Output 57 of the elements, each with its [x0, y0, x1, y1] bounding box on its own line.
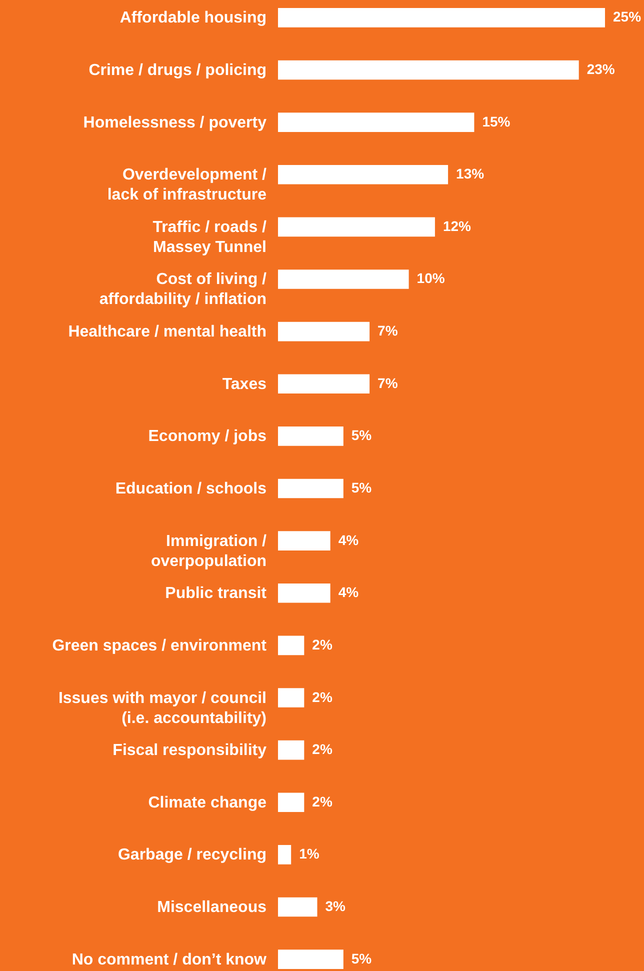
bar: [278, 897, 318, 917]
y-tick-label: Healthcare / mental health: [68, 324, 266, 341]
bar: [278, 112, 474, 132]
bar: [278, 845, 292, 864]
y-tick-label: Taxes: [222, 376, 267, 393]
bar: [278, 478, 344, 498]
bar: [278, 374, 370, 394]
data-label: 2%: [312, 741, 333, 758]
data-label: 5%: [351, 427, 372, 444]
data-label: 2%: [312, 688, 333, 705]
data-label: 23%: [586, 60, 616, 77]
y-tick-label: Economy / jobs: [148, 428, 267, 446]
data-label: 4%: [338, 584, 360, 600]
bar: [278, 322, 370, 342]
bar: [278, 740, 304, 760]
data-label: 5%: [351, 480, 372, 496]
y-tick-label: Crime / drugs / policing: [88, 62, 266, 79]
y-tick-label: Education / schools: [115, 480, 267, 498]
bar: [278, 60, 579, 80]
bar: [278, 792, 304, 812]
y-tick-label: No comment / don’t know: [72, 951, 268, 968]
bar: [278, 950, 344, 969]
data-label: 10%: [416, 270, 446, 286]
data-label: 1%: [299, 846, 320, 862]
bar: [278, 531, 330, 550]
data-label: 7%: [378, 374, 398, 391]
y-tick-label: Garbage / recycling: [118, 846, 266, 864]
data-label: 2%: [312, 636, 333, 652]
data-label: 15%: [482, 113, 511, 130]
y-tick-label: Overdevelopment / lack of infrastructure: [107, 166, 268, 204]
y-tick-label: Immigration / overpopulation: [150, 532, 268, 570]
y-tick-label: Fiscal responsibility: [112, 742, 267, 760]
y-tick-label: Affordable housing: [120, 10, 266, 27]
data-label: 2%: [312, 793, 333, 810]
bar: [278, 426, 344, 446]
y-tick-label: Homelessness / poverty: [83, 114, 267, 132]
y-tick-label: Traffic / roads / Massey Tunnel: [152, 218, 268, 256]
bar: [278, 636, 304, 656]
data-label: 25%: [613, 8, 642, 25]
data-label: 13%: [456, 166, 485, 182]
y-tick-label: Issues with mayor / council (i.e. accountability): [58, 690, 266, 727]
y-tick-label: Public transit: [165, 585, 268, 602]
y-tick-label: Climate change: [148, 794, 267, 812]
y-tick-label: Cost of living / affordability / inflation: [99, 271, 268, 308]
bar: [278, 688, 304, 708]
data-label: 5%: [351, 950, 372, 966]
bar: [278, 583, 330, 603]
data-label: 7%: [378, 322, 398, 339]
y-tick-label: Green spaces / environment: [52, 637, 268, 654]
bar: [278, 217, 435, 237]
bar: [278, 8, 605, 28]
data-label: 4%: [338, 532, 360, 548]
data-label: 12%: [442, 218, 472, 234]
data-label: 3%: [325, 898, 346, 914]
bar: [278, 164, 448, 184]
y-tick-label: Miscellaneous: [157, 899, 267, 916]
bar: [278, 270, 409, 289]
